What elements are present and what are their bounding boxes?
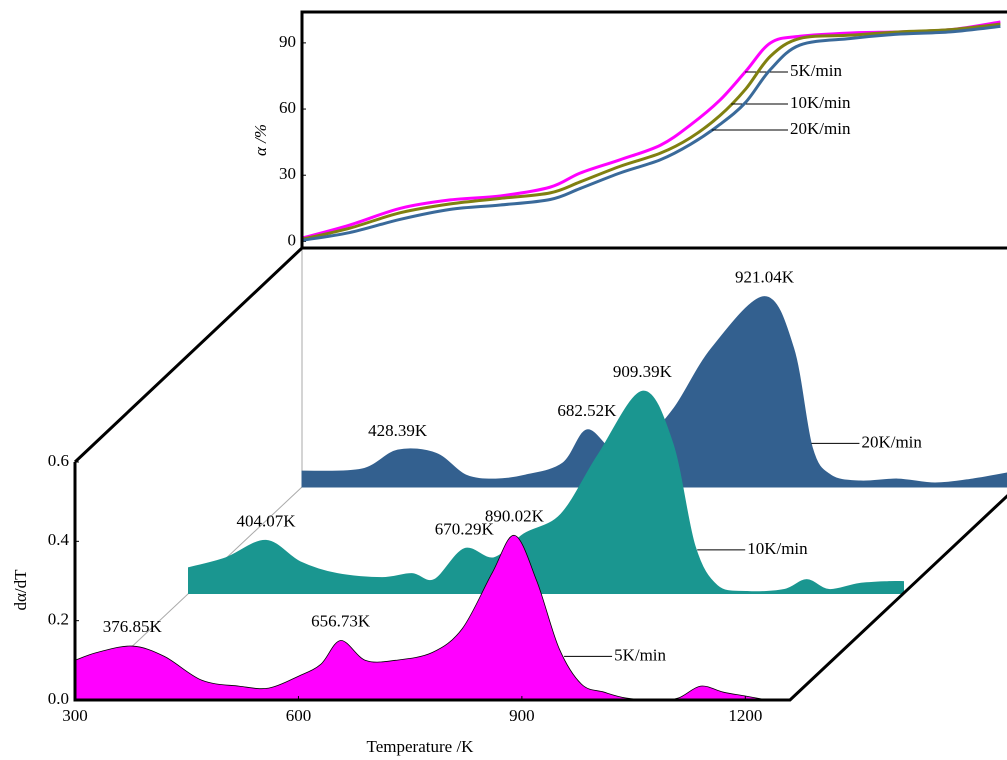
series-label: 5K/min	[614, 645, 666, 664]
y-tick-label: 0.4	[48, 530, 70, 549]
dtg-area	[188, 390, 904, 594]
peak-label: 376.85K	[103, 617, 163, 636]
peak-label: 670.29K	[435, 520, 495, 539]
bottom-y-label: dα/dT	[11, 569, 30, 611]
x-tick-label: 1200	[728, 706, 762, 725]
y-tick-label: 60	[279, 98, 296, 117]
y-tick-label: 0.6	[48, 451, 69, 470]
y-tick-label: 0.2	[48, 610, 69, 629]
peak-label: 404.07K	[236, 511, 296, 530]
peak-label: 909.39K	[613, 362, 673, 381]
peak-label: 428.39K	[368, 421, 428, 440]
x-tick-label: 300	[62, 706, 88, 725]
peak-label: 921.04K	[735, 268, 795, 287]
series-label: 20K/min	[861, 432, 922, 451]
alpha-line	[301, 20, 1001, 240]
peak-label: 682.52K	[557, 401, 617, 420]
top-y-label: α /%	[251, 124, 270, 156]
x-label: Temperature /K	[367, 737, 475, 756]
frame	[300, 10, 1007, 250]
peak-label: 890.02K	[485, 506, 545, 525]
series-label: 20K/min	[790, 119, 851, 138]
series-label: 10K/min	[790, 93, 851, 112]
alpha-line	[301, 22, 1001, 241]
frame	[73, 246, 1007, 702]
y-tick-label: 90	[279, 32, 296, 51]
front-layer: 428.39K 682.52K 921.04K 20K/min 404.07K 670.2…	[74, 268, 1007, 701]
y-tick-label: 30	[279, 164, 296, 183]
y-tick-label: 0	[288, 230, 297, 249]
y-tick-label: 0.0	[48, 689, 69, 708]
peak-label: 656.73K	[311, 611, 371, 630]
x-tick-label: 900	[509, 706, 535, 725]
series-label: 5K/min	[790, 61, 842, 80]
x-tick-label: 600	[286, 706, 312, 725]
alpha-line	[301, 24, 1001, 242]
series-label: 10K/min	[747, 539, 808, 558]
